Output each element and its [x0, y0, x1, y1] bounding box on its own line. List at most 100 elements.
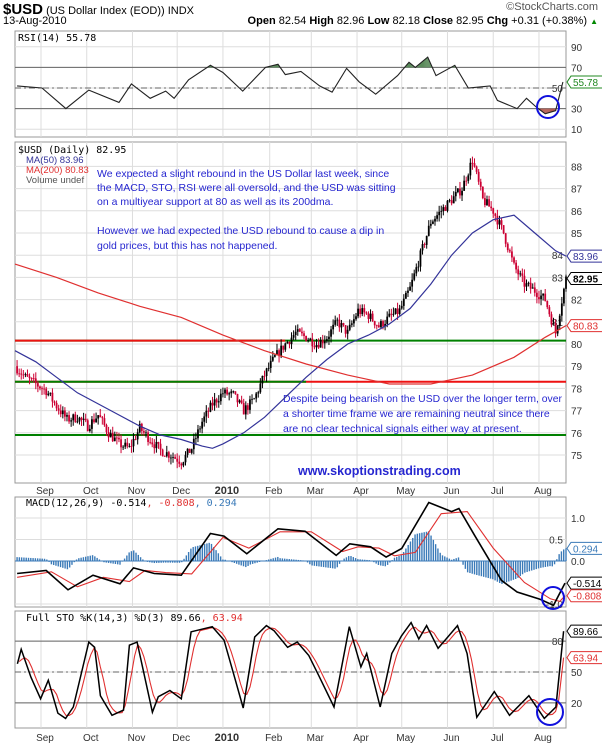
price-bar-body: [363, 308, 366, 313]
price-bar: [452, 191, 455, 204]
price-bar: [471, 156, 474, 170]
low-label: Low: [367, 15, 390, 27]
sto-x-label: Dec: [172, 733, 190, 744]
website-link[interactable]: www.skoptionstrading.com: [297, 464, 461, 478]
price-bar-body: [165, 452, 168, 457]
price-bar: [190, 448, 193, 455]
chg-value: +0.31 (+0.38%): [511, 15, 588, 27]
rsi-panel-tick-label: 10: [571, 125, 583, 136]
price-bar: [355, 312, 357, 321]
price-bar: [82, 412, 85, 426]
price-bar: [350, 320, 353, 328]
ma200-line: [14, 263, 567, 385]
price-bar-body: [361, 308, 364, 315]
price-bar: [332, 319, 335, 335]
price-bar-body: [465, 180, 468, 182]
price-bar: [554, 319, 557, 338]
price-bar: [93, 413, 95, 424]
price-bar: [16, 360, 18, 376]
price-bar: [111, 426, 114, 443]
price-bar: [550, 311, 553, 328]
price-bar-body: [103, 418, 106, 426]
price-panel-tick-label: 82: [571, 296, 583, 307]
price-bar: [361, 304, 364, 317]
price-bar-body: [292, 335, 295, 338]
price-bar-body: [313, 346, 316, 348]
price-bar-body: [407, 290, 409, 293]
price-bar: [265, 367, 268, 383]
price-bar-body: [32, 378, 35, 380]
price-bar: [292, 330, 295, 341]
price-bar-body: [16, 366, 18, 374]
price-bar-body: [128, 446, 131, 447]
price-bar-body: [99, 415, 102, 418]
macd-panel-tick-label: 0.0: [571, 557, 585, 568]
price-bar-body: [197, 429, 199, 439]
price-bar: [105, 423, 108, 436]
price-bar-body: [353, 319, 355, 324]
price-bar-body: [115, 437, 118, 439]
price-bar: [390, 308, 393, 321]
price-bar-body: [402, 298, 405, 306]
price-value-tag-box: [566, 272, 602, 286]
price-bar: [228, 391, 231, 401]
price-bar-body: [151, 442, 154, 445]
price-bar: [298, 328, 301, 333]
symbol-name: (US Dollar Index (EOD)): [46, 5, 165, 17]
price-bar: [517, 265, 520, 281]
price-bar: [394, 308, 397, 315]
price-bar-body: [348, 324, 351, 330]
annotation-line: a shorter time frame we are remaining ne…: [283, 408, 550, 420]
sto-x-label: Oct: [83, 733, 99, 744]
price-bar-body: [423, 244, 426, 245]
stockcharts-credit[interactable]: ©StockCharts.com: [506, 1, 598, 13]
price-bar-body: [228, 393, 231, 395]
price-bar-body: [149, 441, 152, 443]
sto-x-label: Jun: [443, 733, 459, 744]
price-bar: [496, 209, 499, 230]
ma200-value-tag: 80.83: [566, 319, 602, 333]
price-bar: [276, 343, 278, 356]
price-bar-body: [107, 432, 110, 438]
price-bar: [88, 424, 91, 433]
price-bar: [194, 432, 197, 446]
macd-hist-tag-text: 0.294: [573, 544, 598, 555]
price-bar: [70, 417, 73, 427]
price-bar-body: [66, 415, 68, 417]
price-bar: [267, 362, 270, 372]
price-bar-body: [194, 438, 197, 440]
sto-x-label: Feb: [265, 733, 283, 744]
price-bar: [259, 378, 262, 394]
price-bar-body: [506, 243, 509, 251]
price-bar-body: [280, 345, 283, 357]
price-bar-body: [47, 393, 50, 396]
price-bar: [511, 246, 513, 263]
price-bar: [128, 443, 131, 448]
macd-hist-tag-box: [566, 541, 602, 555]
price-bar: [20, 368, 23, 380]
macd-panel-tick-label: 0.5: [549, 536, 563, 547]
price-bar: [159, 438, 162, 456]
price-bar: [459, 181, 461, 199]
price-bar: [515, 259, 517, 274]
price-bar: [45, 386, 48, 399]
price-bar-body: [325, 339, 328, 342]
price-bar-body: [550, 314, 553, 325]
price-bar-body: [74, 414, 77, 422]
price-bar-body: [97, 415, 100, 419]
price-bar-body: [488, 199, 490, 207]
price-bar-body: [226, 389, 228, 395]
price-bar: [64, 407, 66, 422]
price-bar: [328, 330, 330, 345]
price-bar-body: [334, 320, 337, 325]
price-bar: [161, 448, 164, 457]
price-panel-tick-label: 84: [552, 251, 564, 262]
price-bar-body: [492, 208, 495, 214]
price-bar: [417, 260, 420, 272]
price-bar-body: [242, 403, 245, 415]
price-bar: [113, 431, 116, 442]
price-x-label: Feb: [265, 486, 283, 497]
price-bar-body: [392, 313, 395, 315]
price-bar: [211, 396, 214, 411]
